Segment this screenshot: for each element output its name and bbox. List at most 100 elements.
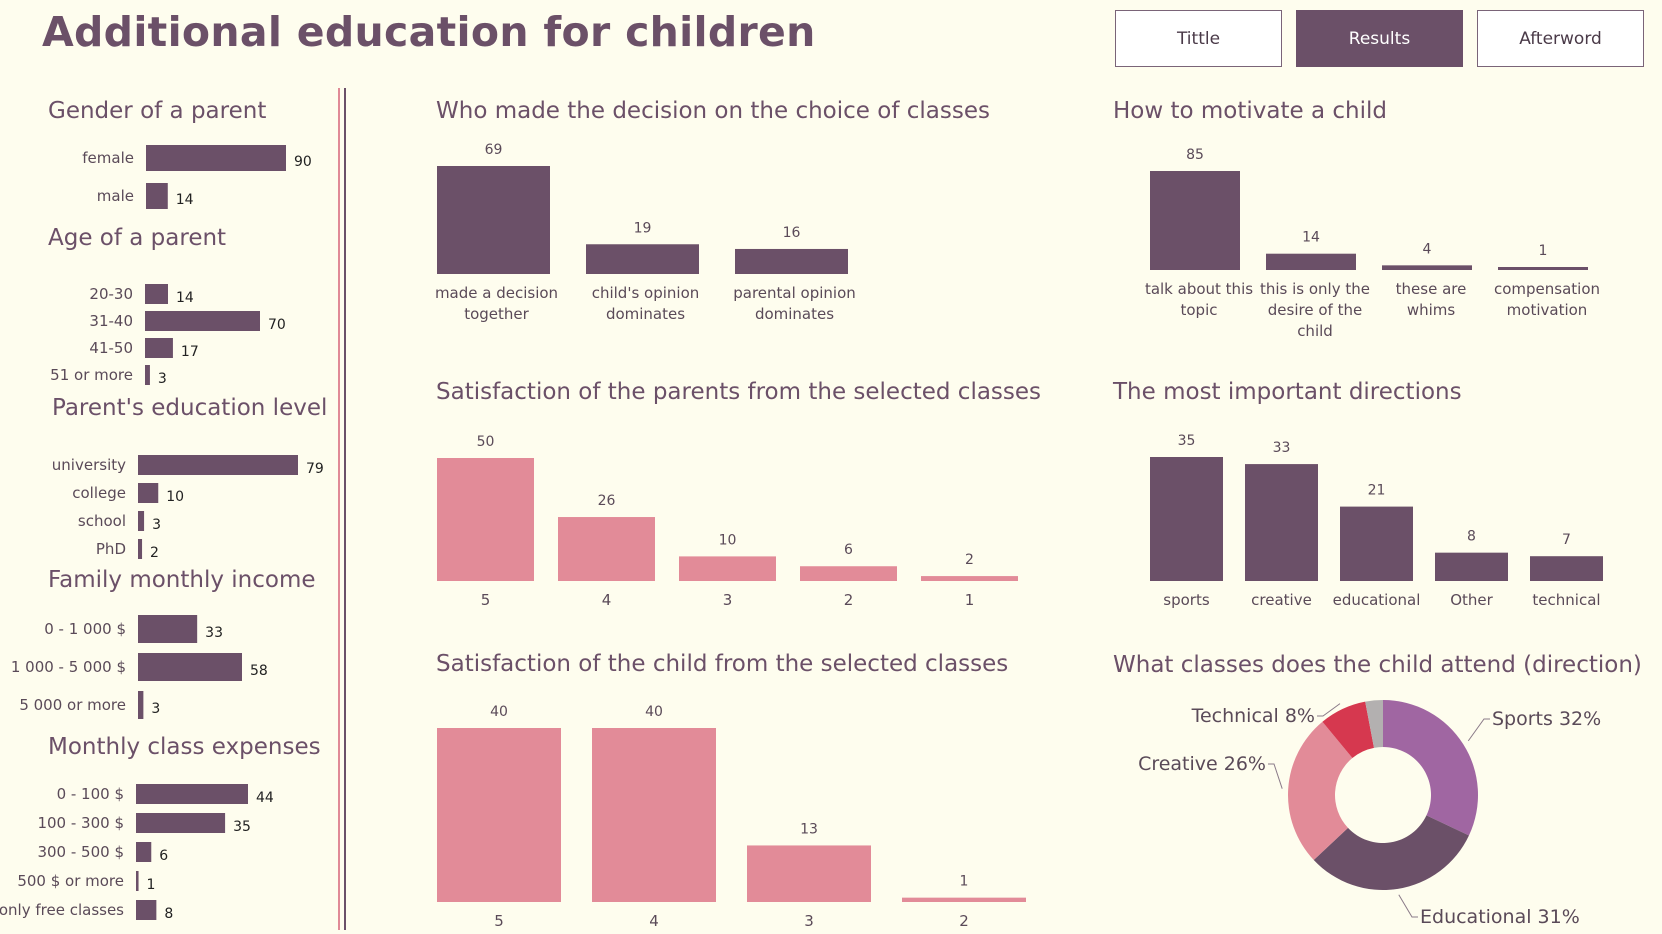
data-label: 10 (166, 489, 184, 505)
data-label: 26 (598, 493, 616, 509)
bar (145, 311, 260, 331)
bar (1382, 265, 1472, 270)
category-label: 2 (959, 912, 969, 930)
category-label: 31-40 (89, 312, 133, 330)
category-label: 5 (494, 912, 504, 930)
data-label: 19 (634, 220, 652, 236)
category-label: male (97, 187, 134, 205)
donut-slice (1313, 815, 1469, 890)
income-chart-title: Family monthly income (48, 567, 316, 593)
tittle-button[interactable]: Tittle (1115, 10, 1282, 67)
age-chart-title: Age of a parent (48, 225, 227, 251)
data-label: 2 (150, 545, 159, 561)
directions-chart-title: The most important directions (1113, 379, 1462, 405)
satisfaction-parents-chart: 50 5 26 4 10 3 6 2 2 1 (437, 434, 1018, 609)
leader-line (1268, 763, 1283, 789)
category-label: school (78, 512, 126, 530)
data-label: 85 (1186, 147, 1204, 163)
data-label: 79 (306, 461, 324, 477)
data-label: 33 (205, 625, 223, 641)
data-label: 33 (1273, 440, 1291, 456)
bar (1340, 506, 1413, 581)
bar (592, 728, 716, 902)
category-label: college (72, 484, 126, 502)
divider-line (338, 88, 340, 930)
category-label: compensation (1494, 280, 1600, 298)
category-label: 0 - 1 000 $ (44, 620, 126, 638)
data-label: 3 (152, 517, 161, 533)
category-label: motivation (1507, 301, 1588, 319)
category-label: made a decision (435, 284, 558, 302)
age-chart: 20-30 14 31-40 70 41-50 17 51 or more 3 (50, 284, 286, 387)
category-label: 4 (649, 912, 659, 930)
data-label: 10 (719, 532, 737, 548)
bar (136, 900, 157, 920)
data-label: 14 (1302, 230, 1320, 246)
data-label: 4 (1423, 241, 1432, 257)
data-label: 35 (233, 819, 251, 835)
category-label: 1 000 - 5 000 $ (11, 658, 126, 676)
bar (735, 248, 848, 274)
data-label: 2 (965, 552, 974, 568)
data-label: 14 (176, 290, 194, 306)
directions-chart: 35 sports 33 creative 21 educational 8 Other 7 te… (1150, 433, 1603, 609)
data-label: 58 (250, 663, 268, 679)
bar (1150, 457, 1223, 581)
category-label: desire of the (1268, 301, 1362, 319)
decision-chart-title: Who made the decision on the choice of c… (436, 98, 990, 124)
bar (747, 845, 871, 902)
data-label: 1 (960, 874, 969, 890)
bar (136, 784, 248, 804)
bar (1266, 253, 1356, 270)
bar (800, 566, 897, 581)
slice-label: Technical 8% (1191, 705, 1315, 727)
afterword-button[interactable]: Afterword (1477, 10, 1644, 67)
data-label: 21 (1368, 483, 1386, 499)
category-label: 1 (965, 591, 975, 609)
category-label: whims (1407, 301, 1456, 319)
category-label: parental opinion (733, 284, 856, 302)
bar (136, 813, 226, 833)
satisfaction-parents-chart-title: Satisfaction of the parents from the sel… (436, 379, 1042, 405)
category-label: together (464, 305, 529, 323)
bar (138, 653, 242, 681)
category-label: PhD (96, 540, 126, 558)
category-label: 0 - 100 $ (57, 785, 124, 803)
bar (136, 842, 152, 862)
data-label: 70 (268, 317, 286, 333)
donut-slice (1288, 721, 1353, 861)
expenses-chart: 0 - 100 $ 44 100 - 300 $ 35 300 - 500 $ 6 500 … (0, 784, 274, 922)
category-label: Other (1450, 591, 1493, 609)
data-label: 16 (783, 225, 801, 241)
category-label: technical (1532, 591, 1600, 609)
data-label: 50 (477, 434, 495, 450)
bar (136, 871, 139, 891)
bar (145, 284, 168, 304)
category-label: 4 (602, 591, 612, 609)
bar (1498, 267, 1588, 270)
category-label: 5 000 or more (19, 696, 126, 714)
category-label: dominates (606, 305, 685, 323)
attend-donut-chart: Sports 32% Educational 31% Creative 26% Tec… (1138, 700, 1601, 928)
category-label: these are (1396, 280, 1467, 298)
data-label: 3 (158, 371, 167, 387)
category-label: only free classes (0, 901, 124, 919)
category-label: this is only the (1260, 280, 1370, 298)
category-label: 3 (723, 591, 733, 609)
bar (138, 539, 143, 559)
results-button[interactable]: Results (1296, 10, 1463, 67)
category-label: university (52, 456, 126, 474)
donut-slice (1365, 700, 1383, 748)
data-label: 1 (1539, 243, 1548, 259)
bar (679, 556, 776, 581)
category-label: 20-30 (89, 285, 133, 303)
data-label: 8 (1467, 529, 1476, 545)
slice-label: Educational 31% (1420, 906, 1580, 928)
gender-chart: female 90 male 14 (82, 145, 312, 209)
category-label: 41-50 (89, 339, 133, 357)
bar (437, 458, 534, 581)
bar (145, 365, 150, 385)
education-chart: university 79 college 10 school 3 PhD 2 (52, 455, 324, 561)
bar (145, 338, 173, 358)
donut-slice (1383, 700, 1478, 836)
